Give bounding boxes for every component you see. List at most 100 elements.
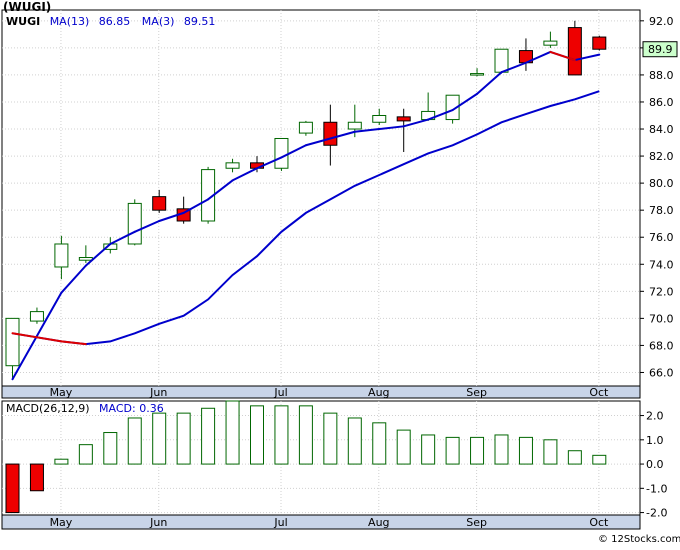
legend-ma3-value: 89.51 (184, 15, 216, 28)
macd-x-tick-label: Sep (466, 516, 487, 529)
price-x-axis-band (1, 385, 641, 399)
macd-y-tick-label: 1.0 (646, 434, 664, 447)
macd-bar (323, 412, 338, 465)
ma-decline-segment (60, 340, 87, 346)
price-legend: WUGI MA(13) 86.85 MA(3) 89.51 (6, 15, 215, 28)
candle-body (274, 137, 289, 169)
macd-bar (5, 463, 20, 514)
macd-bar (274, 405, 289, 465)
candle-body (372, 114, 387, 123)
price-y-tick-label: 78.0 (649, 204, 674, 217)
macd-x-tick-label: Jul (273, 516, 287, 529)
macd-legend-value-label: MACD: (99, 402, 136, 415)
price-x-tick-label: Sep (466, 386, 487, 399)
price-y-tick-label: 76.0 (649, 231, 674, 244)
candle-body (54, 243, 69, 268)
copyright-text: © 12Stocks.com (598, 534, 680, 545)
ma-decline-segment (35, 336, 63, 343)
macd-bar (54, 458, 69, 465)
macd-bar (250, 405, 264, 465)
candle-body (298, 121, 313, 134)
macd-bar (567, 450, 582, 465)
candle-body (225, 162, 240, 169)
price-y-tick-label: 88.0 (649, 69, 674, 82)
macd-bar (29, 463, 44, 492)
candle-body (470, 73, 485, 76)
price-y-ticks: 66.0 68.0 70.0 72.0 74.0 76.0 78.0 80.0 82.0 84.0… (640, 15, 674, 379)
macd-bar (543, 439, 558, 465)
candle-body (396, 116, 411, 122)
macd-bar (592, 454, 607, 465)
ma-fast-segment (207, 179, 234, 201)
macd-y-tick-label: 2.0 (646, 410, 664, 423)
macd-bar (176, 412, 191, 465)
ma-fast-segment (451, 92, 479, 112)
price-y-tick-label: 80.0 (649, 177, 674, 190)
price-y-tick-label: 68.0 (649, 339, 674, 352)
legend-symbol: WUGI (6, 15, 40, 28)
legend-ma13-label: MA(13) (50, 15, 90, 28)
macd-bar (470, 436, 485, 465)
price-y-tick-label: 86.0 (649, 96, 674, 109)
ma-fast-segment (11, 291, 63, 381)
macd-bar (152, 412, 167, 465)
x-ticks: May May Jun Jun Jul Jul Aug Aug Sep Sep Oct Oct (50, 386, 609, 529)
ma-fast-segment (476, 71, 503, 95)
macd-y-tick-label: 0.0 (646, 458, 664, 471)
candle-body (78, 257, 93, 261)
moving-average-lines (11, 50, 601, 381)
candle-body (29, 311, 44, 322)
macd-bar (445, 436, 460, 465)
price-x-tick-label: Aug (368, 386, 389, 399)
last-price-tag: 89.9 (642, 41, 678, 58)
ma-fast-segment (573, 53, 601, 62)
macd-bar (225, 400, 240, 465)
ma-fast-segment (182, 198, 210, 214)
macd-bar (372, 422, 387, 465)
candle-body (347, 121, 362, 130)
price-y-tick-label: 84.0 (649, 123, 674, 136)
price-y-tick-label: 74.0 (649, 258, 674, 271)
macd-bar (396, 429, 411, 465)
price-y-tick-label: 82.0 (649, 150, 674, 163)
macd-bar (298, 405, 313, 465)
ma-fast-segment (109, 230, 136, 245)
macd-y-tick-label: -1.0 (646, 482, 667, 495)
macd-bar (127, 417, 142, 465)
macd-x-tick-label: May (50, 516, 73, 529)
candle-body (323, 121, 338, 146)
ma-fast-segment (158, 211, 185, 222)
price-x-tick-label: Jul (273, 386, 287, 399)
price-x-tick-label: Jun (149, 386, 167, 399)
price-x-tick-label: May (50, 386, 73, 399)
macd-legend: MACD(26,12,9) MACD: 0.36 (6, 402, 164, 415)
macd-bar (421, 434, 436, 465)
last-price-tag-text: 89.9 (648, 43, 673, 56)
ma-decline-segment (11, 332, 38, 339)
candle-body (5, 317, 20, 367)
ma-fast-segment (231, 167, 258, 182)
macd-bar (494, 434, 509, 465)
chart-title: (WUGI) (3, 0, 51, 14)
candle-body (152, 196, 167, 211)
candle-body (445, 94, 460, 121)
candle-body (567, 27, 582, 76)
ma-fast-segment (524, 50, 552, 64)
legend-ma13-value: 86.85 (99, 15, 131, 28)
macd-bar (201, 407, 216, 465)
candle-body (127, 202, 142, 245)
price-grid (2, 10, 640, 386)
ma-fast-segment (280, 144, 307, 159)
price-panel-frame (1, 9, 641, 387)
ma-fast-segment (60, 264, 87, 294)
price-y-tick-label: 72.0 (649, 285, 674, 298)
legend-ma3-label: MA(3) (142, 15, 175, 28)
price-y-tick-label: 66.0 (649, 366, 674, 379)
ma-fast-segment (133, 219, 161, 233)
ma-fast-segment (353, 128, 381, 133)
ma-fast-segment (304, 137, 332, 147)
macd-bar (78, 444, 93, 465)
price-y-tick-label: 70.0 (649, 312, 674, 325)
